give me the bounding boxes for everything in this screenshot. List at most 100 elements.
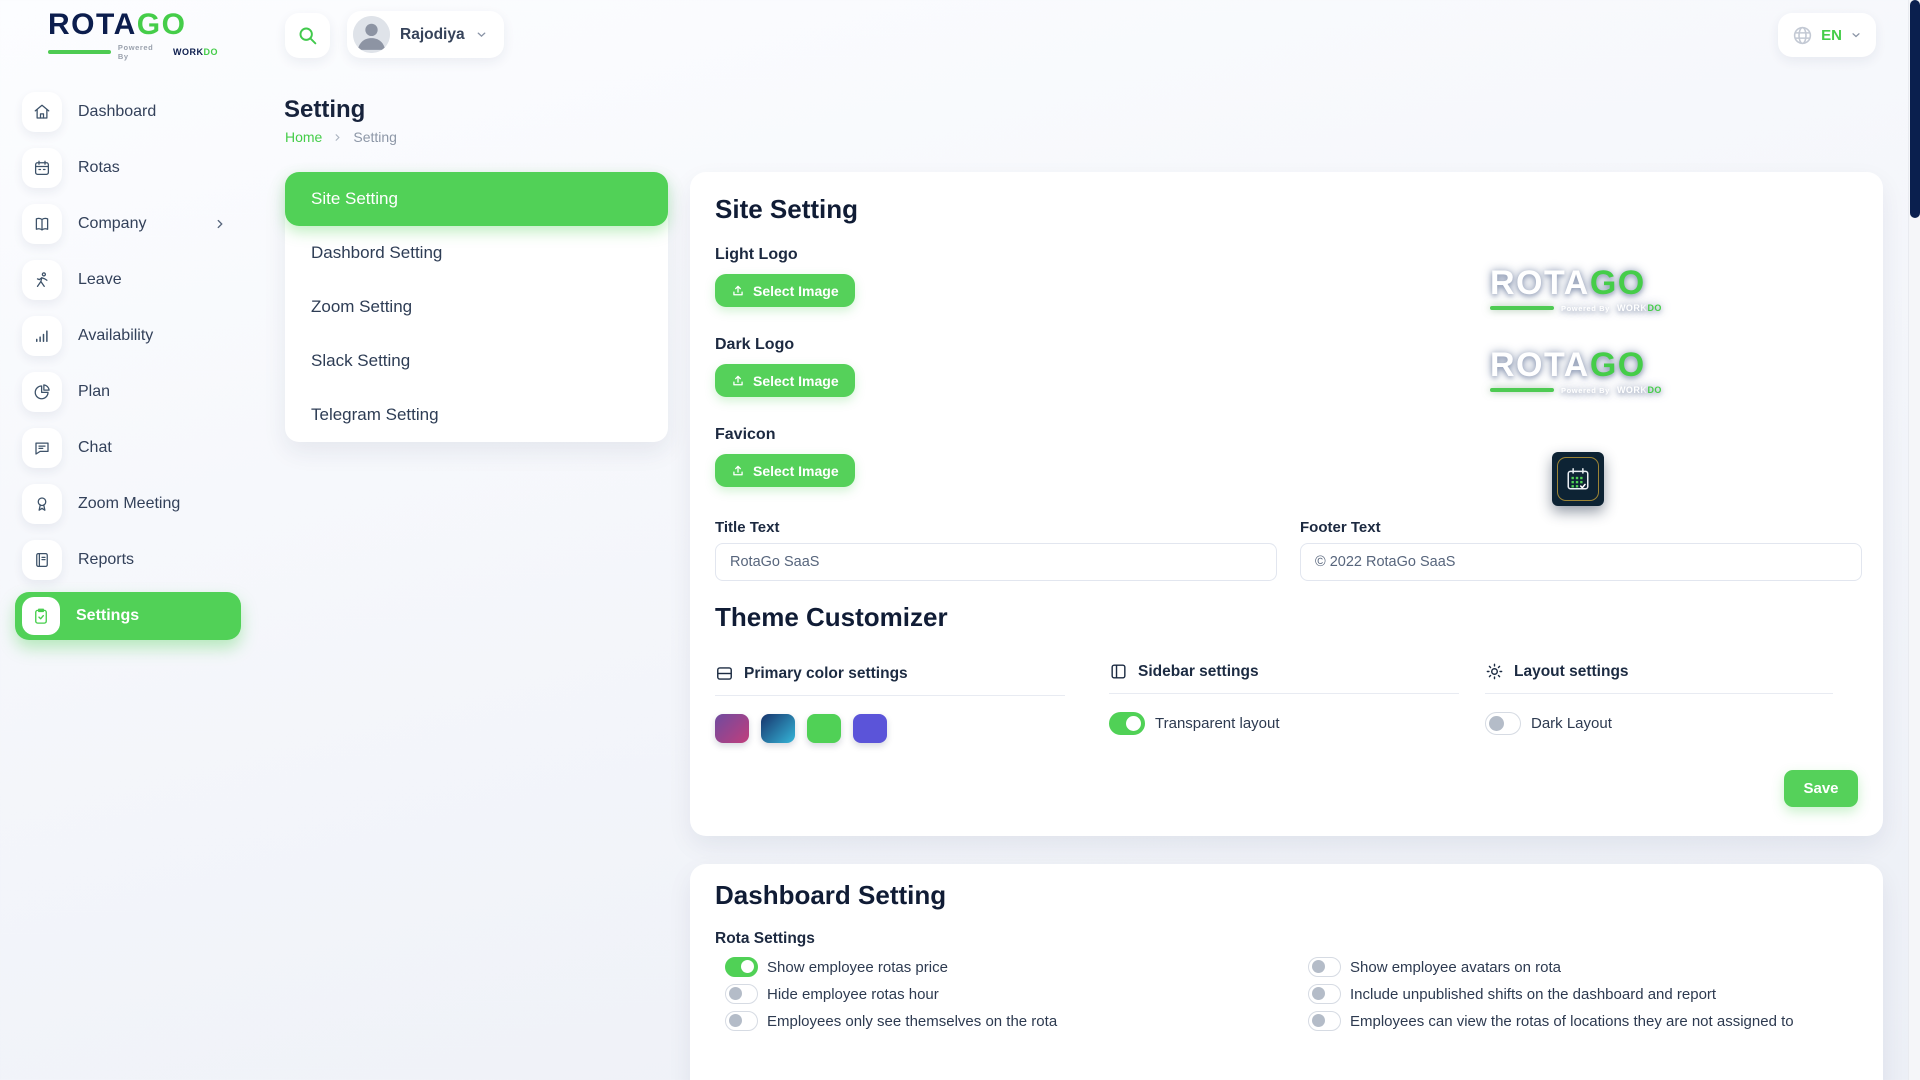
layout-settings-section: Layout settings Dark Layout (1485, 662, 1833, 735)
include-unpublished-shifts-toggle[interactable] (1308, 984, 1341, 1004)
scrollbar-thumb[interactable] (1910, 0, 1920, 218)
dark-layout-toggle[interactable] (1485, 712, 1521, 735)
dashboard-setting-panel: Dashboard Setting Rota Settings Show emp… (690, 864, 1883, 1080)
search-icon (299, 27, 317, 45)
color-swatches (715, 714, 1065, 743)
favicon-preview (1552, 452, 1604, 506)
user-menu[interactable]: Rajodiya (347, 11, 504, 58)
settings-nav-site-setting[interactable]: Site Setting (285, 172, 668, 226)
primary-color-settings-header: Primary color settings (715, 664, 1065, 683)
dark-logo-preview: ROTAGO Powered By WORKDO (1490, 348, 1675, 395)
workdo-work: WORK (1616, 385, 1648, 395)
rota-setting-row: Employees only see themselves on the rot… (725, 1010, 1057, 1032)
workdo-do: DO (203, 47, 218, 57)
light-logo-select-image-button[interactable]: Select Image (715, 274, 855, 307)
color-swatch-purple[interactable] (715, 714, 749, 743)
sidebar-item-settings[interactable]: Settings (15, 592, 241, 640)
settings-nav-zoom-setting[interactable]: Zoom Setting (285, 280, 668, 334)
rota-setting-row: Include unpublished shifts on the dashbo… (1308, 983, 1794, 1005)
logo-underline (48, 50, 111, 54)
upload-icon (733, 375, 743, 385)
sidebar-item-label: Leave (78, 271, 122, 288)
color-swatch-indigo[interactable] (853, 714, 887, 743)
breadcrumb-home-link[interactable]: Home (285, 129, 323, 145)
preview-rota-text: ROTA (1490, 346, 1590, 384)
light-logo-label: Light Logo (715, 246, 798, 263)
user-name: Rajodiya (400, 25, 465, 43)
primary-color-settings-label: Primary color settings (744, 664, 908, 682)
preview-underline (1490, 388, 1554, 392)
sidebar-item-reports[interactable]: Reports (15, 532, 241, 588)
dark-logo-select-image-button[interactable]: Select Image (715, 364, 855, 397)
sidebar-item-rotas[interactable]: Rotas (15, 140, 241, 196)
rota-settings-left-column: Show employee rotas price Hide employee … (725, 956, 1057, 1032)
workdo-text: WORKDO (1617, 303, 1662, 313)
sidebar-item-label: Availability (78, 327, 154, 344)
globe-icon (1793, 26, 1812, 44)
sidebar-settings-section: Sidebar settings Transparent layout (1109, 662, 1459, 735)
footer-text-label: Footer Text (1300, 519, 1381, 536)
select-image-label: Select Image (753, 462, 839, 479)
rota-settings-label: Rota Settings (715, 930, 815, 947)
sidebar-item-plan[interactable]: Plan (15, 364, 241, 420)
settings-nav-dashboard-setting[interactable]: Dashbord Setting (285, 226, 668, 280)
chevron-down-icon (477, 32, 486, 38)
chat-icon (22, 428, 62, 468)
show-employee-rotas-price-toggle[interactable] (725, 957, 758, 977)
employees-view-unassigned-locations-toggle[interactable] (1308, 1011, 1341, 1031)
transparent-layout-toggle[interactable] (1109, 712, 1145, 735)
breadcrumb-current: Setting (353, 129, 397, 145)
rota-setting-label: Show employee rotas price (767, 958, 948, 976)
logo-rota-text: ROTA (48, 8, 137, 41)
sidebar-item-availability[interactable]: Availability (15, 308, 241, 364)
rota-setting-label: Hide employee rotas hour (767, 985, 939, 1003)
sidebar-settings-label: Sidebar settings (1138, 662, 1259, 680)
settings-nav-slack-setting[interactable]: Slack Setting (285, 334, 668, 388)
language-selector[interactable]: EN (1778, 13, 1876, 57)
hide-employee-rotas-hour-toggle[interactable] (725, 984, 758, 1004)
sidebar-item-label: Chat (78, 439, 112, 456)
sidebar-item-company[interactable]: Company (15, 196, 241, 252)
divider (1485, 693, 1833, 694)
reports-icon (22, 540, 62, 580)
nav-item-label: Slack Setting (311, 351, 411, 370)
sidebar-item-chat[interactable]: Chat (15, 420, 241, 476)
search-button[interactable] (285, 13, 330, 58)
favicon-label: Favicon (715, 426, 776, 443)
favicon-calendar-icon (1557, 457, 1599, 501)
layout-settings-label: Layout settings (1514, 662, 1629, 680)
color-swatch-green[interactable] (807, 714, 841, 743)
sidebar-item-label: Company (78, 215, 147, 232)
upload-icon (733, 465, 743, 475)
logo-go-text: GO (136, 8, 187, 41)
sidebar-layout-icon (1111, 664, 1126, 679)
nav-item-label: Site Setting (311, 189, 398, 208)
primary-color-settings-section: Primary color settings (715, 664, 1065, 743)
zoom-meeting-icon (22, 484, 62, 524)
save-button[interactable]: Save (1784, 770, 1858, 807)
show-employee-avatars-toggle[interactable] (1308, 957, 1341, 977)
favicon-select-image-button[interactable]: Select Image (715, 454, 855, 487)
preview-underline (1490, 306, 1554, 310)
workdo-work: WORK (1616, 303, 1648, 313)
calendar-icon (22, 148, 62, 188)
layout-settings-header: Layout settings (1485, 662, 1833, 681)
sidebar-item-leave[interactable]: Leave (15, 252, 241, 308)
sidebar-item-dashboard[interactable]: Dashboard (15, 84, 241, 140)
select-image-label: Select Image (753, 282, 839, 299)
employees-only-see-themselves-toggle[interactable] (725, 1011, 758, 1031)
sidebar-item-zoom-meeting[interactable]: Zoom Meeting (15, 476, 241, 532)
avatar (353, 16, 390, 53)
rota-setting-row: Employees can view the rotas of location… (1308, 1010, 1794, 1032)
color-swatch-blue[interactable] (761, 714, 795, 743)
settings-nav-telegram-setting[interactable]: Telegram Setting (285, 388, 668, 442)
title-text-input[interactable] (715, 543, 1277, 581)
rota-setting-label: Show employee avatars on rota (1350, 958, 1561, 976)
powered-by-text: Powered By (117, 43, 154, 61)
sidebar-item-label: Settings (76, 607, 140, 624)
page-scrollbar[interactable] (1908, 0, 1920, 1080)
workdo-do: DO (1647, 385, 1662, 395)
settings-nav-card: Site Setting Dashbord Setting Zoom Setti… (285, 172, 668, 442)
footer-text-input[interactable] (1300, 543, 1862, 581)
